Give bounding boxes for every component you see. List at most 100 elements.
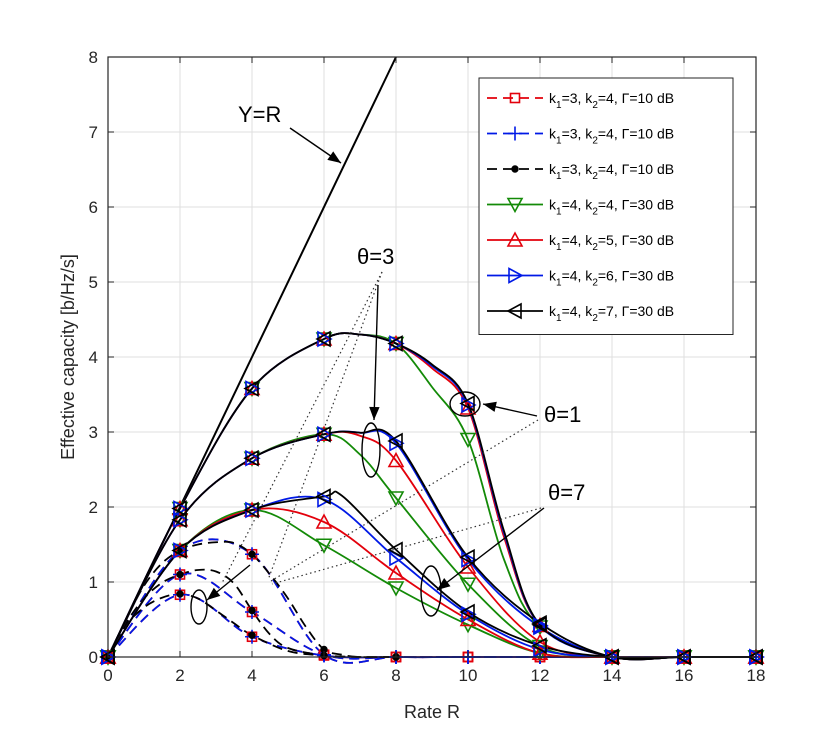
series-4-marker xyxy=(387,581,405,597)
x-axis-label: Rate R xyxy=(404,702,460,722)
series-6-marker xyxy=(461,605,477,623)
dotted-theta7 xyxy=(271,507,542,585)
series-7-marker xyxy=(171,542,187,559)
series-5-marker xyxy=(315,425,333,442)
series-6-marker xyxy=(389,434,405,452)
legend-marker xyxy=(506,197,524,214)
legend-marker xyxy=(508,267,524,284)
x-tick-label: 18 xyxy=(747,666,766,685)
y-tick-label: 7 xyxy=(89,123,98,142)
series-5-marker xyxy=(387,334,405,351)
legend-entry: k1=3, k2=4, Γ=10 dB xyxy=(549,161,674,182)
series-7-marker xyxy=(459,603,475,621)
legend-marker xyxy=(511,165,519,173)
legend-entry: k1=4, k2=7, Γ=30 dB xyxy=(549,303,674,324)
series-5-marker xyxy=(171,541,189,558)
series-4-marker xyxy=(315,538,333,554)
series-7-marker xyxy=(531,616,547,634)
series-7-marker xyxy=(387,541,403,559)
ellipse-theta7 xyxy=(420,565,442,617)
legend-entry: k1=4, k2=6, Γ=30 dB xyxy=(549,268,674,289)
x-tick-label: 16 xyxy=(675,666,694,685)
ellipse-theta1-top xyxy=(449,391,481,417)
series-6-marker xyxy=(317,491,333,508)
legend-marker xyxy=(506,231,524,247)
arrow-theta3-low-head xyxy=(207,587,221,600)
legend-entry: k1=4, k2=5, Γ=30 dB xyxy=(549,232,674,253)
series-7-marker xyxy=(171,511,187,529)
annotation-theta1: θ=1 xyxy=(544,402,581,427)
legend-marker xyxy=(509,92,521,104)
legend-entry: k1=3, k2=4, Γ=10 dB xyxy=(549,126,674,147)
x-tick-label: 2 xyxy=(175,666,184,685)
legend-entry: k1=3, k2=4, Γ=10 dB xyxy=(549,90,674,111)
x-tick-label: 0 xyxy=(103,666,112,685)
y-tick-label: 0 xyxy=(89,648,98,667)
series-3-marker xyxy=(248,606,256,615)
x-tick-label: 4 xyxy=(247,666,256,685)
arrow-theta7 xyxy=(436,507,545,591)
series-3-marker xyxy=(176,570,184,579)
series-4-marker xyxy=(459,577,477,593)
series-7-marker xyxy=(315,330,331,348)
legend: k1=3, k2=4, Γ=10 dB k1=3, k2=4, Γ=10 dB k1… xyxy=(478,77,734,335)
arrow-theta3 xyxy=(373,284,379,421)
legend-entry: k1=4, k2=4, Γ=30 dB xyxy=(549,197,674,218)
series-7-marker xyxy=(243,449,259,467)
annotations: Y=R θ=3 θ=1 θ=7 xyxy=(190,102,585,625)
arrow-theta3-head xyxy=(369,406,380,420)
series-3-marker xyxy=(176,590,184,598)
series-4-marker xyxy=(459,432,477,449)
series-7-marker xyxy=(315,488,331,505)
series-5-marker xyxy=(243,501,261,517)
series-5-marker xyxy=(387,451,405,468)
y-tick-label: 6 xyxy=(89,198,98,217)
y-tick-label: 4 xyxy=(89,348,98,367)
ellipse-theta3-mid xyxy=(361,422,381,478)
series-7-marker xyxy=(171,500,187,517)
series-5-marker xyxy=(171,499,189,516)
series-3-curve-3 xyxy=(107,540,397,659)
annotation-theta7: θ=7 xyxy=(548,480,585,505)
x-tick-label: 14 xyxy=(603,666,622,685)
y-tick-label: 8 xyxy=(89,48,98,67)
series-7-marker xyxy=(459,548,475,566)
y-tick-label: 2 xyxy=(89,498,98,517)
series-7-marker xyxy=(531,637,547,655)
annotation-yr: Y=R xyxy=(238,102,281,127)
legend-marker xyxy=(508,126,522,141)
legend-box xyxy=(478,77,734,335)
y-tick-label: 3 xyxy=(89,423,98,442)
arrow-theta7-head xyxy=(437,577,451,590)
series-3-marker xyxy=(248,550,256,558)
series-7-marker xyxy=(243,501,259,519)
series-5-marker xyxy=(531,644,549,661)
series-5-marker xyxy=(387,564,405,580)
x-tick-label: 12 xyxy=(531,666,550,685)
series-5-marker xyxy=(531,633,549,649)
y-axis-label: Effective capacity [b/Hz/s] xyxy=(58,254,78,460)
series-5-marker xyxy=(315,513,333,529)
series-3-marker xyxy=(248,631,256,639)
arrow-theta1-head xyxy=(483,401,497,412)
series-6-marker xyxy=(461,396,477,414)
y-tick-label: 1 xyxy=(89,573,98,592)
series-7-marker xyxy=(387,432,403,450)
series-7-marker xyxy=(459,395,475,412)
series-7-marker xyxy=(243,380,259,397)
series-5-marker xyxy=(243,449,261,466)
series-5-marker xyxy=(171,511,189,527)
x-tick-label: 6 xyxy=(319,666,328,685)
ellipse-theta3-low xyxy=(190,589,208,625)
arrow-y-equals-r-head xyxy=(327,151,341,163)
dotted-theta3-b xyxy=(267,271,383,581)
x-tick-label: 10 xyxy=(459,666,478,685)
series-5-marker xyxy=(315,330,333,346)
legend-marker xyxy=(506,302,522,320)
series-7-curve-1 xyxy=(107,490,756,659)
series-4-marker xyxy=(387,491,405,507)
series-7-marker xyxy=(315,425,331,443)
series-7-marker xyxy=(387,335,403,352)
